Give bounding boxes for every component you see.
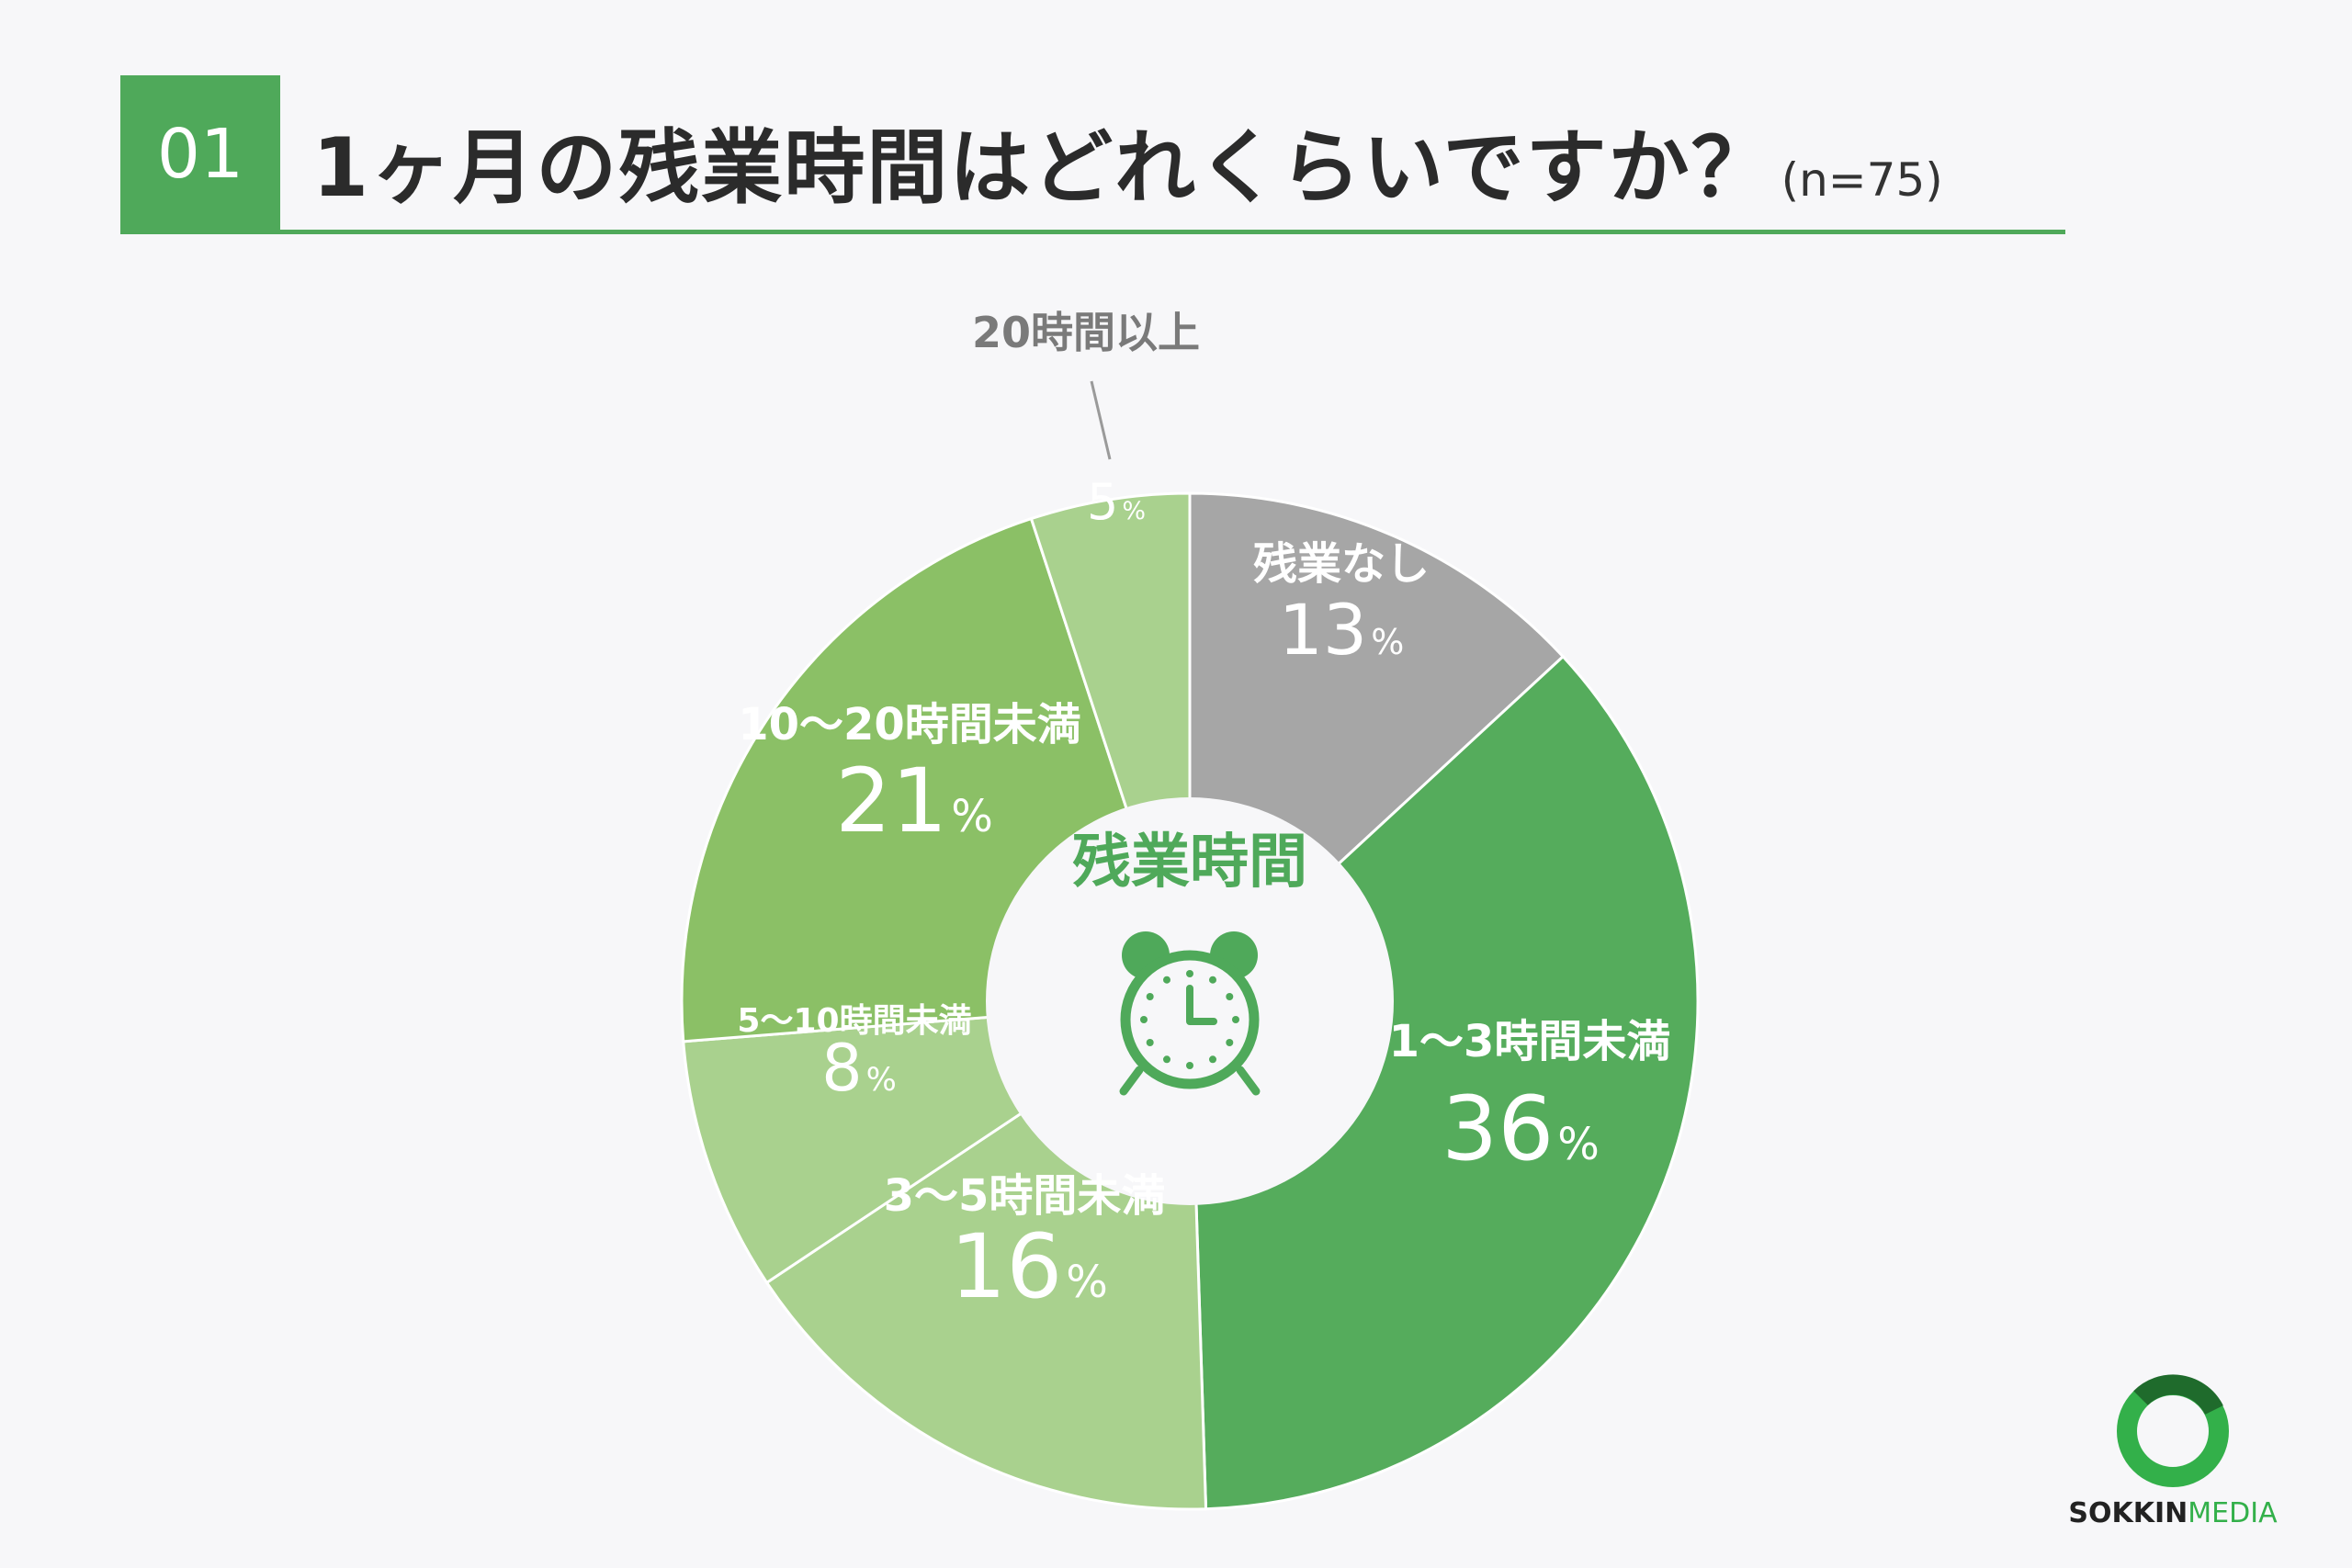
clock-tick — [1226, 993, 1234, 1000]
slice-percent: 13% — [1279, 589, 1405, 671]
header: 01 1ヶ月の残業時間はどれくらいですか？ (n=75) — [0, 0, 2352, 248]
ring-logo-icon — [2117, 1374, 2229, 1487]
clock-tick — [1209, 1055, 1216, 1064]
alarm-clock-icon — [1119, 931, 1261, 1096]
clock-tick — [1186, 970, 1193, 977]
clock-tick — [1146, 1039, 1154, 1046]
brand-name-part2: MEDIA — [2188, 1497, 2278, 1529]
brand-name: SOKKINMEDIA — [2058, 1497, 2288, 1529]
slice-value: 13 — [1279, 589, 1368, 671]
question-title: 1ヶ月の残業時間はどれくらいですか？ (n=75) — [312, 103, 1943, 220]
slice-unit: % — [1122, 497, 1146, 525]
slice-unit: % — [1557, 1119, 1600, 1170]
slice-unit: % — [951, 791, 993, 842]
brand-logo: SOKKINMEDIA — [2058, 1369, 2288, 1534]
clock-tick — [1226, 1039, 1234, 1046]
clock-tick — [1186, 1062, 1193, 1069]
slice-percent: 5% — [1087, 473, 1146, 531]
slice-label: 5〜10時間未満 — [737, 1002, 971, 1040]
slice-unit: % — [866, 1062, 897, 1099]
sample-size: (n=75) — [1781, 153, 1943, 207]
clock-tick — [1163, 976, 1170, 984]
slice-percent: 21% — [835, 750, 993, 852]
brand-name-part1: SOKKIN — [2068, 1497, 2188, 1529]
title-underline — [120, 230, 2065, 234]
slice-label: 残業なし — [1253, 538, 1430, 590]
clock-leg-right — [1236, 1066, 1261, 1096]
clock-tick — [1232, 1016, 1239, 1023]
slice-value: 8 — [821, 1031, 863, 1106]
center-label: 残業時間 — [1072, 829, 1307, 897]
slice-percent: 36% — [1442, 1077, 1600, 1180]
clock-hands — [1186, 985, 1217, 1025]
slice-value: 21 — [835, 750, 947, 852]
leader-line — [1090, 380, 1112, 460]
slice-label: 20時間以上 — [972, 308, 1200, 357]
clock-leg-left — [1119, 1066, 1144, 1096]
slice-value: 5 — [1087, 473, 1118, 531]
slice-percent: 16% — [950, 1215, 1108, 1318]
slice-percent: 8% — [821, 1031, 897, 1106]
question-text: 1ヶ月の残業時間はどれくらいですか？ — [312, 120, 1774, 215]
slice-value: 16 — [950, 1215, 1062, 1318]
clock-tick — [1163, 1055, 1170, 1064]
question-number: 01 — [120, 75, 280, 233]
clock-tick — [1140, 1016, 1148, 1023]
slice-label: 1〜3時間未満 — [1389, 1016, 1671, 1067]
clock-tick — [1209, 976, 1216, 984]
slice-unit: % — [1066, 1257, 1108, 1308]
slice-value: 36 — [1442, 1077, 1554, 1180]
pie-slice — [1188, 654, 1700, 1511]
slice-unit: % — [1371, 622, 1404, 662]
slice-label: 3〜5時間未満 — [884, 1170, 1166, 1222]
clock-tick — [1146, 993, 1154, 1000]
slice-label: 10〜20時間未満 — [738, 699, 1081, 750]
